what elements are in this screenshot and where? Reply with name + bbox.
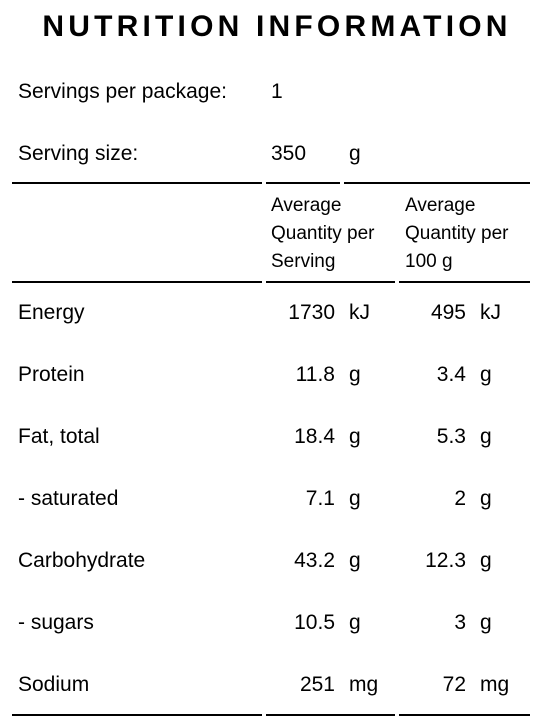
per-serving-unit: mg — [349, 673, 379, 696]
column-header: Average Quantity per Serving — [271, 195, 375, 272]
per-100g-value: 2 — [454, 487, 466, 510]
per-serving-value: 18.4 — [294, 425, 335, 448]
per-100g-unit: g — [480, 487, 492, 510]
per-serving-value: 43.2 — [294, 549, 335, 572]
per-serving-value: 251 — [299, 673, 335, 696]
servings-value: 1 — [271, 80, 283, 103]
serving-size-unit: g — [349, 142, 361, 165]
per-serving-value: 10.5 — [294, 611, 335, 634]
per-serving-unit: g — [349, 425, 361, 448]
nutrient-name: Protein — [18, 363, 85, 386]
per-100g-value: 3.4 — [436, 363, 466, 386]
rule — [12, 281, 262, 283]
per-serving-value: 11.8 — [295, 363, 335, 386]
per-serving-unit: g — [349, 549, 361, 572]
per-100g-unit: kJ — [480, 301, 501, 324]
per-100g-unit: g — [480, 363, 492, 386]
rule — [12, 182, 262, 184]
serving-size-value: 350 — [271, 142, 307, 165]
per-serving-unit: kJ — [349, 301, 370, 324]
nutrient-name: Energy — [18, 301, 85, 324]
rule — [12, 714, 262, 716]
per-100g-value: 72 — [442, 673, 466, 696]
nutrient-name: - sugars — [18, 611, 94, 634]
per-100g-unit: mg — [480, 673, 510, 696]
nutrient-name: - saturated — [18, 487, 119, 510]
per-serving-unit: g — [349, 611, 361, 634]
servings-label: Servings per package: — [18, 80, 227, 103]
column-header: Average Quantity per 100 g — [405, 195, 509, 272]
rule — [266, 281, 395, 283]
rule — [399, 281, 530, 283]
per-serving-value: 7.1 — [305, 487, 335, 510]
nutrient-name: Sodium — [18, 673, 90, 696]
rule — [399, 714, 530, 716]
nutrient-name: Carbohydrate — [18, 549, 146, 572]
rule — [266, 714, 395, 716]
per-serving-value: 1730 — [288, 301, 335, 324]
serving-size-label: Serving size: — [18, 142, 139, 165]
nutrient-name: Fat, total — [18, 425, 100, 448]
per-100g-unit: g — [480, 549, 492, 572]
per-serving-unit: g — [349, 363, 361, 386]
per-100g-value: 5.3 — [436, 425, 466, 448]
per-100g-value: 3 — [454, 611, 466, 634]
rule — [266, 182, 340, 184]
per-100g-value: 495 — [430, 301, 466, 324]
per-100g-unit: g — [480, 611, 492, 634]
title: NUTRITION INFORMATION — [42, 10, 512, 43]
per-100g-unit: g — [480, 425, 492, 448]
rule — [344, 182, 530, 184]
per-serving-unit: g — [349, 487, 361, 510]
per-100g-value: 12.3 — [425, 549, 466, 572]
